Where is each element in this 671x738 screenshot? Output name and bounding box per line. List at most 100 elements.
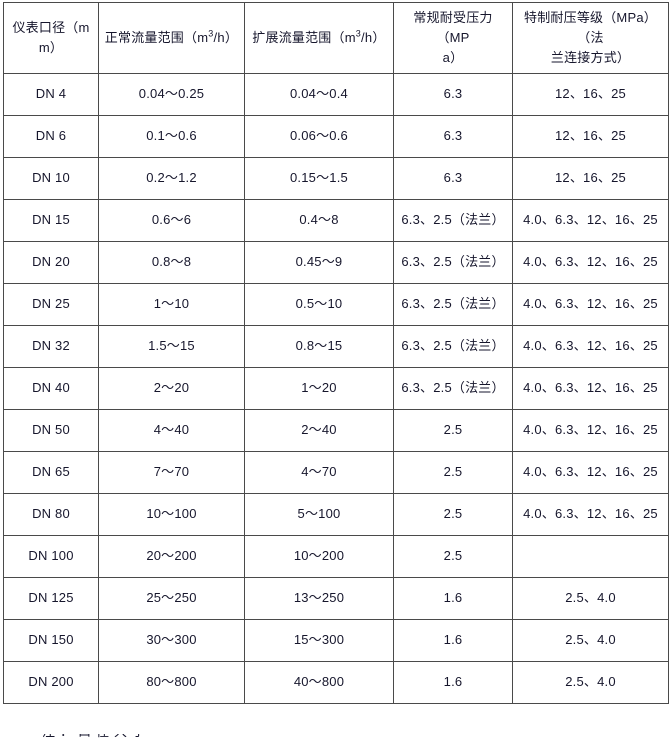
cell-extended_flow_range: 4～70 xyxy=(244,451,394,494)
table-row: DN 65 7～70 4～70 2.5 4.0、6.3、12、16、25 xyxy=(3,451,669,494)
cell-nominal_diameter: DN 200 xyxy=(3,661,99,704)
table-row: DN 125 25～250 13～250 1.6 2.5、4.0 xyxy=(3,577,669,620)
cell-standard_pressure: 6.3、2.5（法兰） xyxy=(393,367,513,410)
header-text-line-2: m） xyxy=(38,40,64,55)
table-header-row: 仪表口径（m m） 正常流量范围（m3/h） 扩展流量范围（m3/h） 常规耐受… xyxy=(3,2,669,74)
table-row: DN 50 4～40 2～40 2.5 4.0、6.3、12、16、25 xyxy=(3,409,669,452)
header-superscript-3: 3 xyxy=(355,28,361,39)
header-text-line-1: 特制耐压等级（MPa）（法 xyxy=(524,9,657,45)
cell-nominal_diameter: DN 20 xyxy=(3,241,99,284)
column-header-extended-flow-range: 扩展流量范围（m3/h） xyxy=(244,2,394,74)
cell-normal_flow_range: 20～200 xyxy=(98,535,245,578)
table-row: DN 20 0.8～8 0.45～9 6.3、2.5（法兰） 4.0、6.3、12、16… xyxy=(3,241,669,284)
cell-standard_pressure: 6.3、2.5（法兰） xyxy=(393,325,513,368)
cell-standard_pressure: 6.3、2.5（法兰） xyxy=(393,241,513,284)
cell-nominal_diameter: DN 150 xyxy=(3,619,99,662)
header-superscript-3: 3 xyxy=(208,28,214,39)
header-text-line-2: 兰连接方式） xyxy=(550,50,631,66)
cell-special_pressure: 2.5、4.0 xyxy=(512,661,669,704)
cell-extended_flow_range: 10～200 xyxy=(244,535,394,578)
table-row: DN 6 0.1～0.6 0.06～0.6 6.3 12、16、25 xyxy=(3,115,669,158)
cell-nominal_diameter: DN 65 xyxy=(3,451,99,494)
cell-extended_flow_range: 0.8～15 xyxy=(244,325,394,368)
column-header-nominal-diameter: 仪表口径（m m） xyxy=(3,2,99,74)
cell-standard_pressure: 6.3 xyxy=(393,115,513,158)
cell-special_pressure: 4.0、6.3、12、16、25 xyxy=(512,283,669,326)
cell-normal_flow_range: 25～250 xyxy=(98,577,245,620)
cell-special_pressure: 12、16、25 xyxy=(512,73,669,116)
header-text-line-1: 常规耐受压力（MP xyxy=(413,9,493,45)
cell-extended_flow_range: 0.06～0.6 xyxy=(244,115,394,158)
cell-special_pressure xyxy=(512,535,669,578)
table-row: DN 4 0.04～0.25 0.04～0.4 6.3 12、16、25 xyxy=(3,73,669,116)
cell-special_pressure: 4.0、6.3、12、16、25 xyxy=(512,325,669,368)
header-text-line-2: a） xyxy=(442,50,464,66)
header-text-main: 扩展流量范围（m xyxy=(252,29,356,45)
cell-special_pressure: 4.0、6.3、12、16、25 xyxy=(512,493,669,536)
header-text-unit: /h） xyxy=(213,29,239,45)
cell-extended_flow_range: 0.4～8 xyxy=(244,199,394,242)
cell-standard_pressure: 6.3、2.5（法兰） xyxy=(393,199,513,242)
cell-special_pressure: 12、16、25 xyxy=(512,157,669,200)
cell-special_pressure: 2.5、4.0 xyxy=(512,577,669,620)
cell-extended_flow_range: 15～300 xyxy=(244,619,394,662)
cell-nominal_diameter: DN 40 xyxy=(3,367,99,410)
cell-normal_flow_range: 0.2～1.2 xyxy=(98,157,245,200)
table-row: DN 25 1～10 0.5～10 6.3、2.5（法兰） 4.0、6.3、12、16、… xyxy=(3,283,669,326)
table-body: DN 4 0.04～0.25 0.04～0.4 6.3 12、16、25 DN 6 0.1～… xyxy=(3,73,669,704)
footnote-text: 注：口径大于 xyxy=(42,734,150,738)
table-header: 仪表口径（m m） 正常流量范围（m3/h） 扩展流量范围（m3/h） 常规耐受… xyxy=(3,2,669,74)
cell-normal_flow_range: 1～10 xyxy=(98,283,245,326)
table-row: DN 40 2～20 1～20 6.3、2.5（法兰） 4.0、6.3、12、16、25 xyxy=(3,367,669,410)
cell-nominal_diameter: DN 80 xyxy=(3,493,99,536)
header-text-line-1: 仪表口径（m xyxy=(12,19,90,35)
cell-nominal_diameter: DN 25 xyxy=(3,283,99,326)
cell-nominal_diameter: DN 15 xyxy=(3,199,99,242)
column-header-standard-pressure: 常规耐受压力（MP a） xyxy=(393,2,513,74)
cell-nominal_diameter: DN 6 xyxy=(3,115,99,158)
column-header-normal-flow-range: 正常流量范围（m3/h） xyxy=(98,2,245,74)
cell-extended_flow_range: 1～20 xyxy=(244,367,394,410)
cell-special_pressure: 4.0、6.3、12、16、25 xyxy=(512,241,669,284)
column-header-special-pressure: 特制耐压等级（MPa）（法 兰连接方式） xyxy=(512,2,669,74)
cell-normal_flow_range: 1.5～15 xyxy=(98,325,245,368)
cell-special_pressure: 2.5、4.0 xyxy=(512,619,669,662)
cell-extended_flow_range: 5～100 xyxy=(244,493,394,536)
cell-extended_flow_range: 0.15～1.5 xyxy=(244,157,394,200)
cell-nominal_diameter: DN 10 xyxy=(3,157,99,200)
cell-special_pressure: 12、16、25 xyxy=(512,115,669,158)
cell-normal_flow_range: 4～40 xyxy=(98,409,245,452)
header-text-unit: /h） xyxy=(360,29,386,45)
cell-special_pressure: 4.0、6.3、12、16、25 xyxy=(512,409,669,452)
cell-extended_flow_range: 40～800 xyxy=(244,661,394,704)
cell-extended_flow_range: 0.5～10 xyxy=(244,283,394,326)
table-row: DN 32 1.5～15 0.8～15 6.3、2.5（法兰） 4.0、6.3、12、1… xyxy=(3,325,669,368)
table-row: DN 15 0.6～6 0.4～8 6.3、2.5（法兰） 4.0、6.3、12、16、… xyxy=(3,199,669,242)
table-row: DN 100 20～200 10～200 2.5 xyxy=(3,535,669,578)
cell-special_pressure: 4.0、6.3、12、16、25 xyxy=(512,451,669,494)
cell-standard_pressure: 2.5 xyxy=(393,535,513,578)
cell-nominal_diameter: DN 50 xyxy=(3,409,99,452)
cell-standard_pressure: 2.5 xyxy=(393,409,513,452)
cell-normal_flow_range: 2～20 xyxy=(98,367,245,410)
cell-standard_pressure: 6.3 xyxy=(393,157,513,200)
cell-extended_flow_range: 2～40 xyxy=(244,409,394,452)
cell-standard_pressure: 2.5 xyxy=(393,493,513,536)
cell-extended_flow_range: 13～250 xyxy=(244,577,394,620)
cell-standard_pressure: 1.6 xyxy=(393,661,513,704)
cell-extended_flow_range: 0.04～0.4 xyxy=(244,73,394,116)
cell-normal_flow_range: 0.1～0.6 xyxy=(98,115,245,158)
flow-meter-spec-table: 仪表口径（m m） 正常流量范围（m3/h） 扩展流量范围（m3/h） 常规耐受… xyxy=(3,2,669,704)
header-text-main: 正常流量范围（m xyxy=(104,29,209,45)
cell-standard_pressure: 1.6 xyxy=(393,577,513,620)
cell-special_pressure: 4.0、6.3、12、16、25 xyxy=(512,199,669,242)
table-row: DN 200 80～800 40～800 1.6 2.5、4.0 xyxy=(3,661,669,704)
cell-normal_flow_range: 30～300 xyxy=(98,619,245,662)
cell-normal_flow_range: 0.8～8 xyxy=(98,241,245,284)
cell-standard_pressure: 2.5 xyxy=(393,451,513,494)
cell-standard_pressure: 6.3 xyxy=(393,73,513,116)
cell-standard_pressure: 6.3、2.5（法兰） xyxy=(393,283,513,326)
cell-nominal_diameter: DN 32 xyxy=(3,325,99,368)
cell-normal_flow_range: 80～800 xyxy=(98,661,245,704)
